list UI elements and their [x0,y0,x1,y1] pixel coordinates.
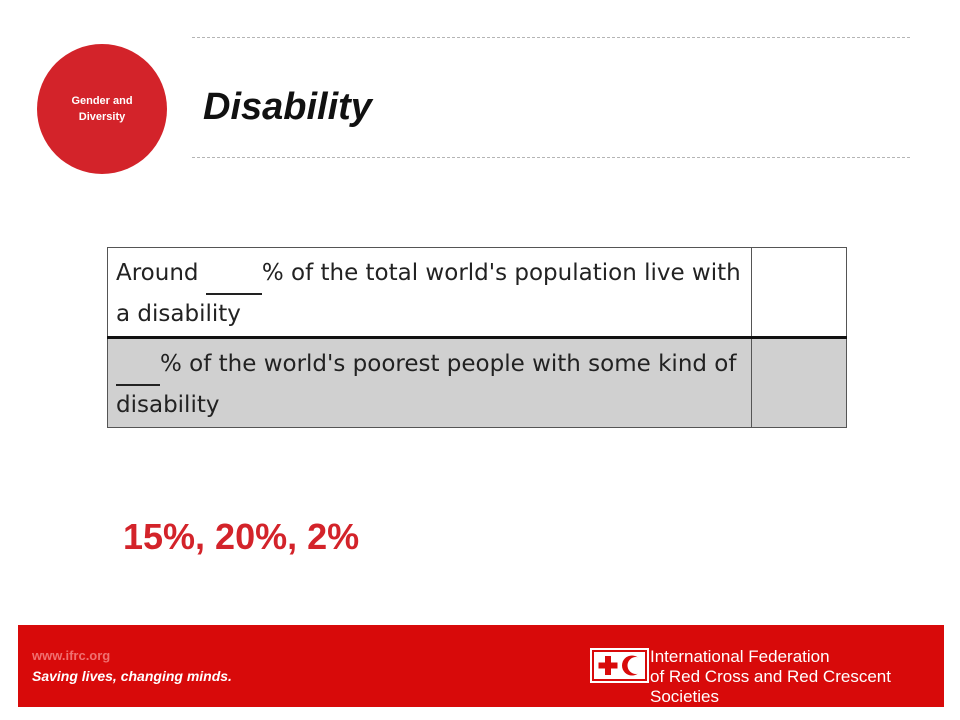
answer-cell [751,247,847,339]
badge-label: Gender and Diversity [71,95,133,123]
answer-cell [751,337,847,428]
footer-tagline: Saving lives, changing minds. [32,668,232,684]
question-cell: Around % of the total world's population… [107,247,752,339]
table-row: % of the world's poorest people with som… [107,337,847,428]
slide-title: Disability [203,86,372,128]
gender-diversity-badge: Gender and Diversity [37,44,167,174]
question-text: % of the world's poorest people with som… [116,351,737,418]
header-rule-top [192,37,910,38]
answer-blank [116,345,160,386]
answer-blank [205,254,262,295]
header-rule-bottom [192,157,910,158]
question-prefix: Around [116,260,206,286]
footer-url[interactable]: www.ifrc.org [32,648,111,663]
question-cell: % of the world's poorest people with som… [107,337,752,428]
organization-name: International Federation of Red Cross an… [650,647,891,706]
red-cross-red-crescent-emblem-icon [590,648,649,683]
quiz-table: Around % of the total world's population… [107,247,847,428]
footer-bar: www.ifrc.org Saving lives, changing mind… [18,625,944,707]
table-row: Around % of the total world's population… [107,247,847,339]
question-text: % of the total world's population live w… [116,260,741,327]
answers-text: 15%, 20%, 2% [123,516,360,557]
